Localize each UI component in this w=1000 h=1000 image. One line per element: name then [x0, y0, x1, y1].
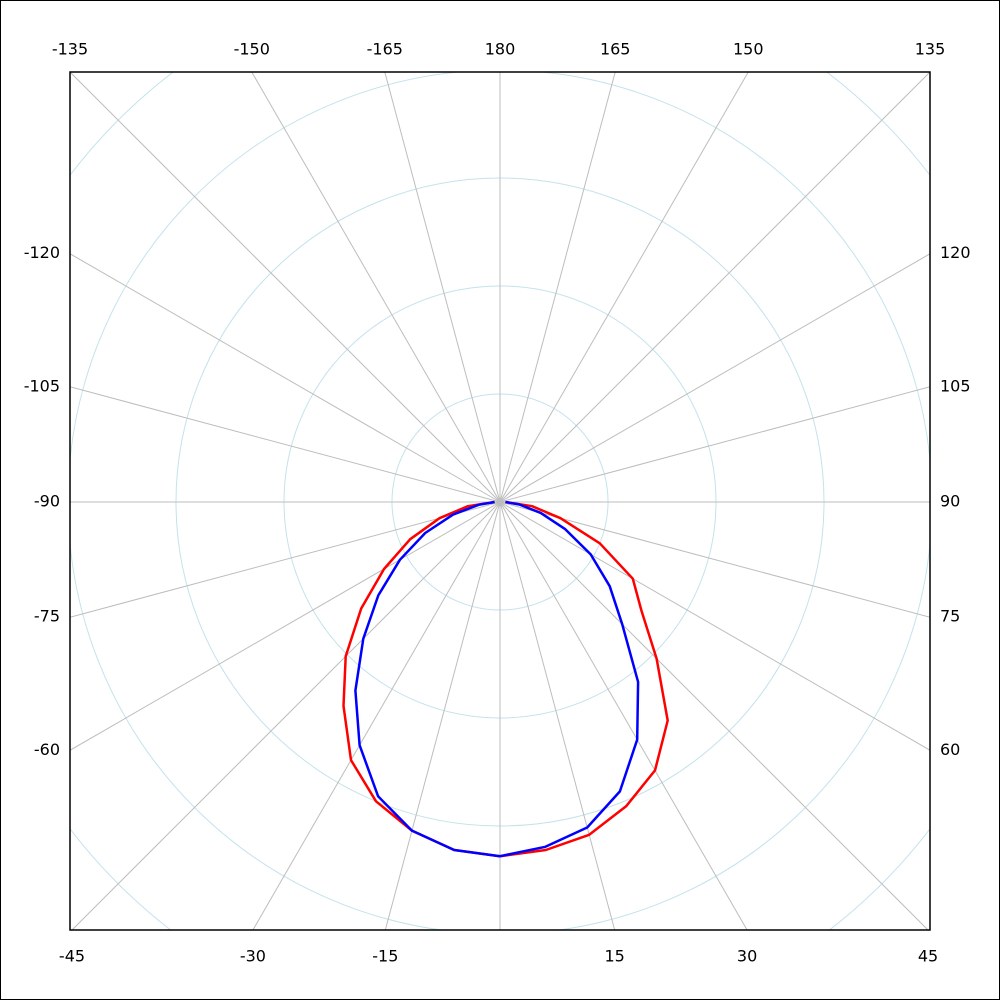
spoke — [70, 501, 501, 751]
angle-label: -90 — [34, 492, 60, 511]
spoke — [251, 72, 501, 503]
spoke — [70, 501, 501, 618]
curves — [342, 500, 669, 858]
spoke — [384, 72, 501, 503]
spoke — [499, 72, 616, 503]
angle-label: 45 — [918, 947, 938, 966]
angle-label: -45 — [59, 947, 85, 966]
angle-label: 105 — [940, 376, 971, 395]
spoke — [499, 501, 748, 930]
angle-label: -75 — [34, 607, 60, 626]
intensity-curve — [354, 500, 640, 858]
angle-label: -150 — [234, 40, 270, 59]
spoke — [70, 386, 501, 503]
spoke — [499, 501, 929, 930]
angle-label: 60 — [940, 740, 960, 759]
spoke — [70, 253, 501, 503]
angle-label: 90 — [940, 492, 960, 511]
angle-label: -105 — [24, 376, 60, 395]
angle-label: 135 — [915, 40, 946, 59]
spoke — [71, 501, 501, 930]
spoke — [499, 253, 930, 503]
spoke — [384, 501, 501, 930]
angle-label: -60 — [34, 740, 60, 759]
angle-label: 120 — [940, 243, 971, 262]
angle-label: -165 — [367, 40, 403, 59]
labels: -135 -150 -165 180 165 150 135 -120 -105 -90 -75 -6… — [24, 40, 971, 966]
angle-label: 150 — [733, 40, 764, 59]
spoke — [499, 501, 930, 751]
spoke — [70, 72, 501, 503]
angle-label: 165 — [600, 40, 631, 59]
spoke — [499, 386, 930, 503]
angle-label: 75 — [940, 607, 960, 626]
spoke — [499, 72, 749, 503]
spoke — [252, 501, 501, 930]
plot-border — [69, 71, 931, 931]
angle-label: 30 — [737, 947, 757, 966]
spoke — [499, 501, 930, 618]
angle-label: -120 — [24, 243, 60, 262]
spoke — [499, 72, 930, 503]
angle-label: -135 — [52, 40, 88, 59]
angle-label: -15 — [372, 947, 398, 966]
spoke — [499, 501, 616, 930]
angle-label: -30 — [240, 947, 266, 966]
angle-label: 180 — [485, 40, 516, 59]
angle-label: 15 — [605, 947, 625, 966]
